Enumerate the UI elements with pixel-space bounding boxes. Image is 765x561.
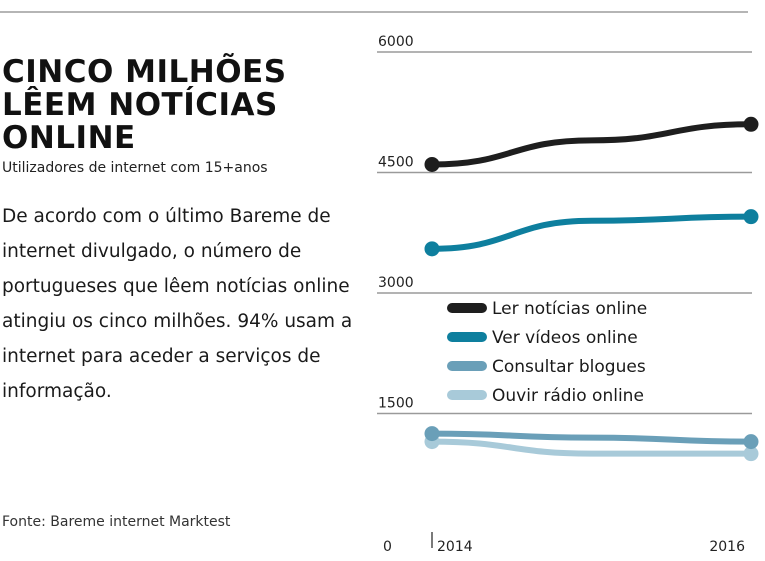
chart-title: CINCO MILHÕES LÊEM NOTÍCIAS ONLINE (2, 54, 287, 156)
series-endpoint (743, 209, 759, 225)
series-line (429, 430, 754, 445)
series-line (429, 438, 754, 457)
x-tick-label: 2014 (437, 539, 473, 555)
y-tick-label: 3000 (378, 275, 414, 291)
series-lines (424, 116, 759, 462)
source-note: Fonte: Bareme internet Marktest (2, 514, 231, 530)
legend-label: Ler notícias online (492, 299, 647, 319)
top-rule (0, 11, 748, 13)
legend-label: Ouvir rádio online (492, 386, 644, 406)
x-axis-ticks: 2014 2016 (437, 539, 745, 555)
series-endpoint (743, 446, 759, 462)
y-tick-label: 0 (383, 539, 392, 555)
chart-subtitle: Utilizadores de internet com 15+anos (2, 160, 268, 176)
body-paragraph: De acordo com o último Bareme de interne… (2, 206, 353, 402)
series-endpoint (743, 116, 759, 132)
grid-lines (377, 51, 752, 415)
series-line (429, 121, 754, 168)
series-endpoint (424, 426, 440, 442)
legend-label: Consultar blogues (492, 357, 646, 377)
y-tick-label: 4500 (378, 155, 414, 171)
legend-label: Ver vídeos online (492, 328, 638, 348)
x-tick-label: 2016 (709, 539, 745, 555)
series-endpoint (424, 156, 440, 172)
y-axis-ticks: 0 1500 3000 4500 6000 (378, 34, 414, 555)
legend: Ler notícias online Ver vídeos online Cons… (447, 299, 647, 406)
series-line (429, 213, 754, 252)
series-endpoint (424, 241, 440, 257)
series-endpoint (743, 434, 759, 450)
y-tick-label: 1500 (378, 396, 414, 412)
y-tick-label: 6000 (378, 34, 414, 50)
